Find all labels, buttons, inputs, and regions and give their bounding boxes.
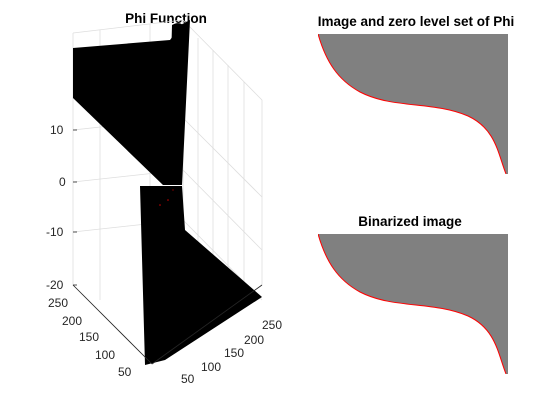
y-tick-label: 150 bbox=[79, 330, 100, 344]
binarized-image-title: Binarized image bbox=[358, 214, 462, 229]
image-zero-level-axes[interactable] bbox=[318, 34, 508, 174]
y-tick-label: 100 bbox=[95, 348, 116, 362]
zero-level-contour bbox=[318, 34, 507, 174]
y-tick-label: 200 bbox=[62, 314, 83, 328]
phi-surface-axes[interactable] bbox=[0, 0, 300, 420]
gray-region bbox=[318, 34, 508, 174]
z-axis bbox=[72, 129, 263, 365]
x-tick-label: 200 bbox=[244, 333, 265, 347]
x-tick-label: 100 bbox=[201, 360, 222, 374]
z-tick-label: 0 bbox=[59, 175, 66, 189]
x-tick-label: 150 bbox=[224, 346, 245, 360]
binarized-image-axes[interactable] bbox=[318, 234, 508, 374]
x-tick-label: 50 bbox=[181, 372, 195, 386]
binarized-contour bbox=[318, 234, 507, 374]
binarized-region bbox=[318, 234, 508, 374]
phi-surface bbox=[73, 20, 262, 365]
z-tick-label: 10 bbox=[50, 123, 64, 137]
z-tick-label: -10 bbox=[46, 225, 64, 239]
y-tick-label: 250 bbox=[48, 296, 69, 310]
image-zero-level-title: Image and zero level set of Phi bbox=[317, 14, 515, 29]
x-tick-label: 250 bbox=[262, 318, 283, 332]
z-tick-label: -20 bbox=[46, 278, 64, 292]
y-tick-label: 50 bbox=[118, 365, 132, 379]
